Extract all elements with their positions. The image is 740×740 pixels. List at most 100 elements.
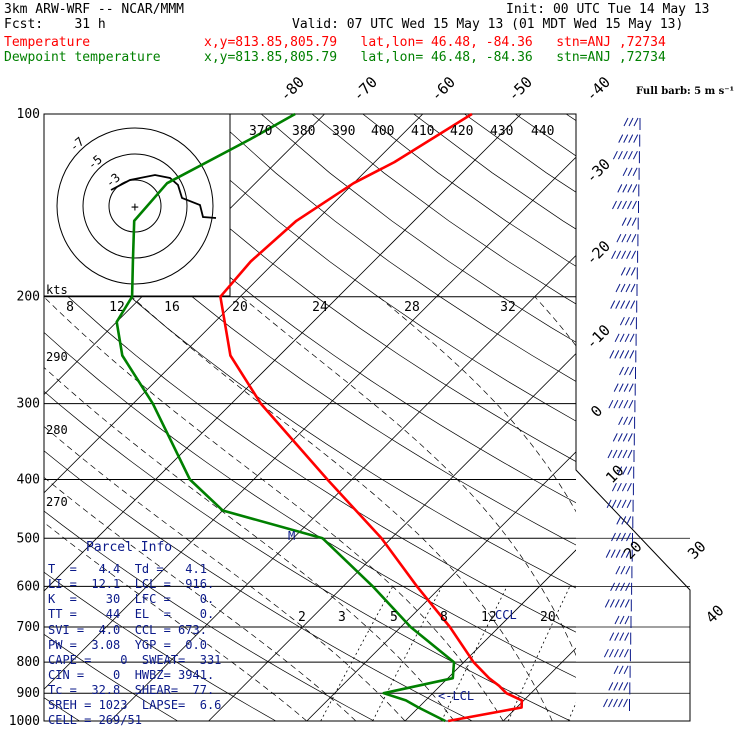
lcl-marker: <-LCL <box>438 689 474 703</box>
wind-barb-feather <box>620 582 626 592</box>
wind-barb-feather <box>624 350 630 359</box>
theta-label: 370 <box>249 124 272 139</box>
wind-barb-feather <box>624 316 630 326</box>
dry-adiabat <box>668 114 740 721</box>
legend-temperature-location: x,y=813.85,805.79 lat,lon= 46.48, -84.36… <box>204 35 666 50</box>
mixing-ratio-label: 5 <box>390 610 398 625</box>
dry-adiabat <box>57 114 576 504</box>
isotherm-line <box>44 114 522 592</box>
wind-barb-feather <box>619 599 625 608</box>
isotherm-label-right: 20 <box>620 537 646 563</box>
parcel-row-svi: SVI = 4.0 CCL = 673. <box>48 623 207 637</box>
pressure-label: 800 <box>17 655 40 670</box>
pressure-label: 300 <box>17 397 40 412</box>
wind-barb-feather <box>603 648 609 658</box>
wind-barb-feather <box>616 532 621 542</box>
wind-barb-feather <box>616 250 622 260</box>
wind-barb-feather <box>625 549 631 558</box>
wind-barb-feather <box>610 549 616 558</box>
wind-barb-feather <box>633 117 639 127</box>
wind-barb-feather <box>618 416 624 426</box>
parcel-row-tc: Tc = 32.8 SHEAR= 77. <box>48 683 215 697</box>
wind-barb-feather <box>613 383 619 392</box>
wind-barb-feather <box>619 350 625 359</box>
wind-barb-feather <box>612 433 618 442</box>
wind-barb-feather <box>614 632 620 641</box>
isotherm-label-right: -20 <box>582 237 614 269</box>
wind-barb-feather <box>607 449 613 459</box>
pressure-label: 700 <box>17 620 40 635</box>
isotherm-label-right: 40 <box>702 601 728 627</box>
wind-barb-feather <box>612 449 618 459</box>
wind-barb-feather <box>609 599 615 608</box>
wind-barb-feather <box>627 433 633 442</box>
moist-adiabat <box>534 296 576 347</box>
wind-barb-feather <box>620 283 626 293</box>
moist-adiabat <box>241 296 576 657</box>
wind-barb-feather <box>621 482 627 492</box>
dry-adiabat <box>44 450 473 721</box>
wind-barb-feather <box>628 399 634 409</box>
isotherm-label-right: 30 <box>684 537 710 563</box>
wind-barb-feather <box>619 366 624 376</box>
wind-barb-feather <box>617 200 622 210</box>
wind-barb-feather <box>606 499 612 509</box>
wind-barb-feather <box>615 565 621 575</box>
isotherm-line <box>502 647 576 721</box>
wind-barb-feather <box>623 117 629 127</box>
wind-barb-feather <box>628 134 634 143</box>
legend-temperature-label: Temperature <box>4 35 91 50</box>
mixing-ratio-label: 8 <box>440 610 448 625</box>
mixing-ratio-line <box>568 701 576 721</box>
wind-barb-feather <box>611 482 617 492</box>
parcel-row-t: T = 4.4 Td = 4.1 <box>48 562 207 576</box>
dry-adiabat <box>44 390 571 721</box>
dry-adiabat <box>44 571 277 721</box>
dry-adiabat <box>108 114 576 462</box>
mixing-ratio-label: 2 <box>298 610 306 625</box>
wind-barb-feather <box>623 648 629 658</box>
pressure-label: 200 <box>17 290 40 305</box>
wind-barb-feather <box>616 233 622 243</box>
wind-barb-feather <box>610 582 616 592</box>
wind-barb-feather <box>622 466 628 475</box>
wind-barb-feather <box>629 366 634 376</box>
hodograph-speed-label: 24 <box>312 300 328 315</box>
wind-barb-feather <box>632 150 638 160</box>
wind-barb-feather <box>622 449 628 459</box>
legend-dewpoint-label: Dewpoint temperature <box>4 50 161 65</box>
wind-barb-feather <box>627 449 633 459</box>
wind-barb-feather <box>632 167 638 177</box>
pressure-label: 1000 <box>9 714 40 729</box>
wind-barb-feather <box>625 565 631 575</box>
hodograph-speed-label: 12 <box>109 300 125 315</box>
m-marker: M <box>288 529 295 543</box>
wind-barb-feather <box>621 499 627 509</box>
wind-barb-feather <box>629 316 635 326</box>
dry-adiabat <box>44 155 576 546</box>
header-valid-time: Valid: 07 UTC Wed 15 May 13 (01 MDT Wed … <box>292 17 684 32</box>
dry-adiabat <box>362 114 576 267</box>
dry-adiabat <box>44 214 576 589</box>
wind-barb-feather <box>626 217 632 226</box>
wind-barb-feather <box>609 350 615 359</box>
isotherm-label-top: -80 <box>276 73 308 105</box>
wind-barb-feather <box>627 150 633 160</box>
hodograph-origin: + <box>131 200 139 215</box>
wind-barb-feather <box>613 665 619 675</box>
theta-side-label: 280 <box>46 423 68 437</box>
hodograph-speed-label: 32 <box>500 300 516 315</box>
dry-adiabat <box>311 114 576 305</box>
wind-barb-feather <box>622 167 628 177</box>
parcel-row-pw: PW = 3.08 YGP = 0.0 <box>48 638 207 652</box>
wind-barb-feather <box>617 433 623 442</box>
wind-barb-feather <box>630 283 636 293</box>
wind-barb-feather <box>631 233 637 243</box>
wind-barb-feather <box>616 482 622 492</box>
hodograph-speed-label: 16 <box>164 300 180 315</box>
wind-barb-feather <box>614 333 620 343</box>
wind-barb-feather <box>625 283 631 293</box>
wind-barb-feather <box>623 698 628 708</box>
wind-barb-feather <box>621 532 626 542</box>
hodograph-ring <box>82 153 188 259</box>
